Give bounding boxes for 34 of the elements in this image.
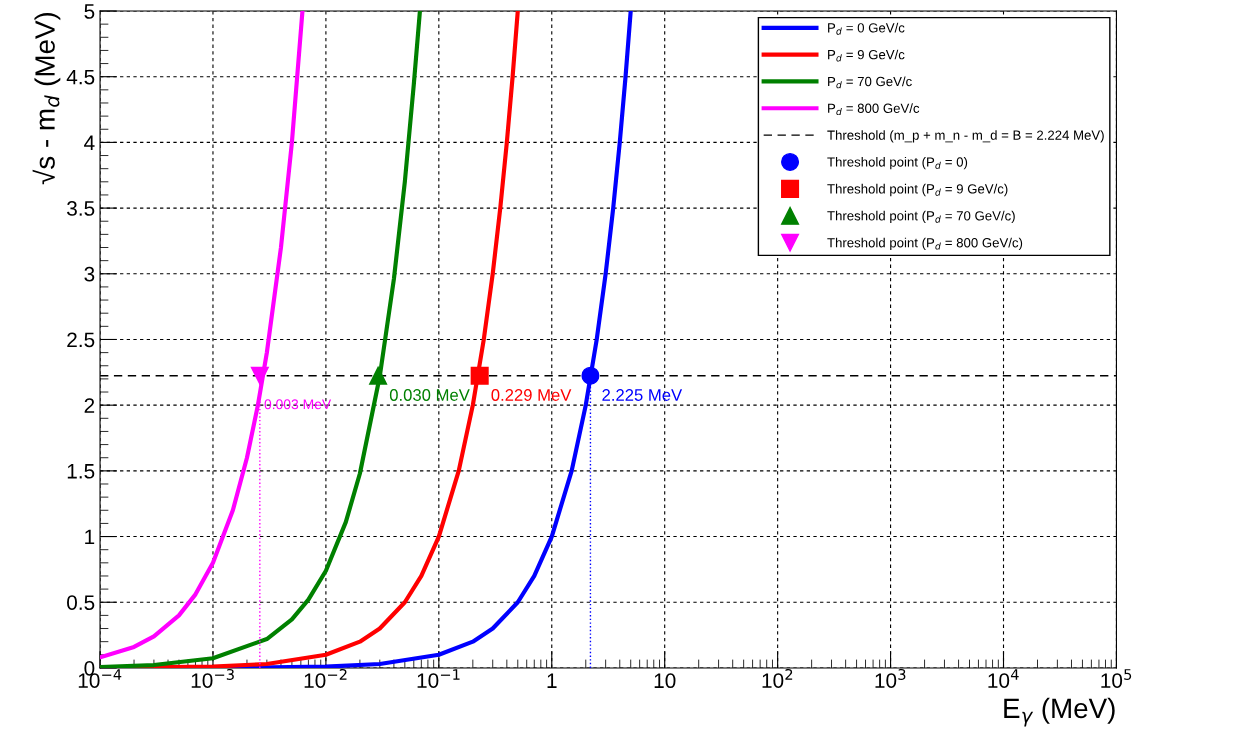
y-tick-label: 4 — [84, 135, 95, 150]
x-tick-label: 1 — [547, 673, 557, 688]
y-tick-label: 2 — [84, 398, 95, 413]
y-tick-label: 3.5 — [67, 201, 95, 216]
x-tick-label: 10$^{2}$ — [762, 668, 793, 688]
x-tick-label: 10$^{−1}$ — [417, 669, 460, 688]
legend-label: P$_{d}$ = 70 GeV/c — [828, 76, 912, 89]
legend-label: P$_{d}$ = 800 GeV/c — [828, 103, 920, 116]
y-tick-label: 1 — [85, 529, 95, 545]
legend-label: Threshold point (P$_{d}$ = 9 GeV/c) — [827, 183, 1008, 197]
x-tick-label: 10$^{3}$ — [875, 668, 906, 688]
y-tick-label: 4.5 — [66, 69, 95, 85]
annotation: 0.003 MeV — [264, 399, 332, 410]
x-tick-label: 10$^{−2}$ — [304, 668, 347, 688]
x-tick-label: 10$^{4}$ — [988, 669, 1019, 688]
x-tick-label: 10 — [654, 673, 676, 689]
y-tick-label: 3 — [84, 266, 95, 282]
annotation: 0.030 MeV — [389, 389, 470, 401]
legend-label: Threshold point (P$_{d}$ = 0) — [827, 156, 968, 170]
y-tick-label: 1.5 — [67, 464, 95, 479]
x-tick-label: 10$^{5}$ — [1101, 669, 1132, 688]
legend-label: Threshold point (P$_{d}$ = 800 GeV/c) — [827, 237, 1023, 250]
y-tick-label: 0.5 — [67, 595, 95, 610]
legend-label: P$_{d}$ = 0 GeV/c — [828, 22, 905, 35]
annotation: 0.229 MeV — [491, 389, 572, 401]
legend-label: Threshold (m_p + m_n - m_d = B = 2.224 MeV) — [827, 130, 1104, 143]
legend-label: Threshold point (P$_{d}$ = 70 GeV/c) — [827, 210, 1015, 224]
y-axis-title: √s - m$_{d}$ (MeV) — [32, 12, 61, 185]
y-tick-label: 2.5 — [67, 332, 95, 348]
x-axis-title: E$_{γ}$ (MeV) — [1004, 697, 1115, 727]
y-tick-label: 5 — [84, 4, 95, 19]
legend-label: P$_{d}$ = 9 GeV/c — [828, 49, 905, 62]
x-tick-label: 10$^{−3}$ — [191, 668, 234, 688]
annotation: 2.225 MeV — [602, 389, 683, 401]
